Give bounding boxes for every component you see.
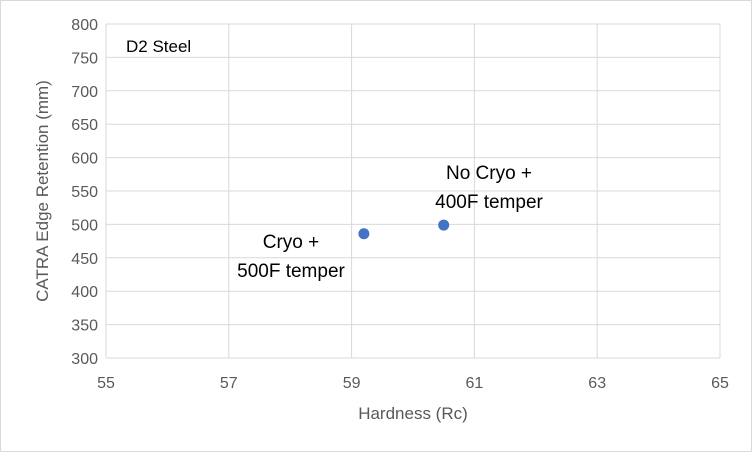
data-point <box>438 219 450 231</box>
x-tick-label: 59 <box>343 375 361 392</box>
x-tick-label: 65 <box>711 375 729 392</box>
y-tick-label: 550 <box>71 184 98 201</box>
y-tick-label: 750 <box>71 50 98 67</box>
x-tick-label: 61 <box>466 375 484 392</box>
y-axis-label: CATRA Edge Retention (mm) <box>33 80 52 302</box>
annotation-label: 500F temper <box>237 261 345 282</box>
y-tick-label: 500 <box>71 217 98 234</box>
y-tick-label: 650 <box>71 117 98 134</box>
x-axis-label: Hardness (Rc) <box>358 404 468 423</box>
y-tick-label: 800 <box>71 17 98 34</box>
annotation-label: No Cryo + <box>446 163 532 184</box>
x-tick-label: 57 <box>220 375 238 392</box>
data-point <box>358 228 370 240</box>
y-tick-label: 300 <box>71 351 98 368</box>
y-tick-label: 350 <box>71 318 98 335</box>
y-tick-label: 450 <box>71 251 98 268</box>
annotation-label: 400F temper <box>435 192 543 213</box>
y-tick-label: 600 <box>71 151 98 168</box>
x-tick-label: 63 <box>588 375 606 392</box>
y-tick-label: 400 <box>71 284 98 301</box>
x-tick-label: 55 <box>97 375 115 392</box>
annotation-label: Cryo + <box>263 232 320 253</box>
annotation-label: D2 Steel <box>126 37 191 56</box>
y-tick-label: 700 <box>71 84 98 101</box>
